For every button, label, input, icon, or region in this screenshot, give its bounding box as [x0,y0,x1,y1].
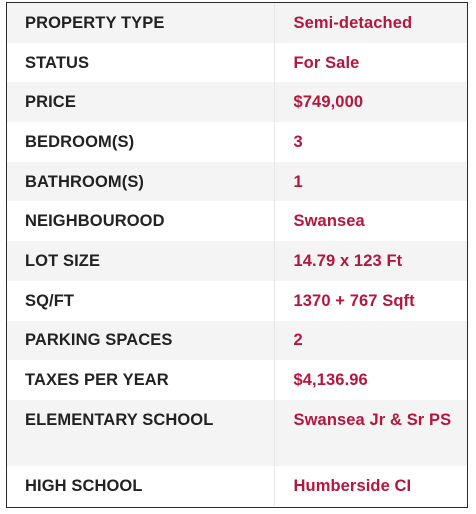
row-label: STATUS [7,42,275,83]
table-row-lot-size: LOT SIZE 14.79 x 123 Ft [7,241,467,281]
row-label: PROPERTY TYPE [7,3,275,43]
row-value: Swansea [293,212,365,231]
row-value: 14.79 x 123 Ft [293,251,403,270]
row-value: $4,136.96 [293,371,368,390]
row-label: BATHROOM(S) [7,161,275,202]
table-row-property-type: PROPERTY TYPE Semi-detached [7,3,467,43]
row-value: For Sale [293,53,360,72]
row-value: $749,000 [293,93,364,112]
row-value: 2 [293,331,303,350]
table-row-status: STATUS For Sale [7,42,467,83]
table-row-bathrooms: BATHROOM(S) 1 [7,161,467,202]
table-row-taxes: TAXES PER YEAR $4,136.96 [7,360,467,400]
row-label: BEDROOM(S) [7,122,275,162]
row-label: SQ/FT [7,280,275,321]
row-label: PRICE [7,82,275,123]
row-value: 1370 + 767 Sqft [293,291,415,310]
row-value: 1 [293,172,303,191]
row-label: TAXES PER YEAR [7,360,275,400]
row-value: Swansea Jr & Sr PS [293,410,452,429]
row-label: PARKING SPACES [7,320,275,361]
row-value: 3 [293,132,303,151]
table-row-elementary-school: ELEMENTARY SCHOOL Swansea Jr & Sr PS [7,399,467,466]
row-label: HIGH SCHOOL [7,465,275,506]
table-row-neighbourhood: NEIGHBOUROOD Swansea [7,201,467,242]
details-table: PROPERTY TYPE Semi-detached STATUS For S… [7,3,467,506]
property-details-table: PROPERTY TYPE Semi-detached STATUS For S… [6,2,468,508]
table-row-high-school: HIGH SCHOOL Humberside CI [7,465,467,506]
row-value: Humberside CI [293,476,412,495]
row-label: NEIGHBOUROOD [7,201,275,242]
row-label: ELEMENTARY SCHOOL [7,399,275,466]
row-value: Semi-detached [293,13,413,32]
table-row-price: PRICE $749,000 [7,82,467,123]
table-row-sqft: SQ/FT 1370 + 767 Sqft [7,280,467,321]
table-row-bedrooms: BEDROOM(S) 3 [7,122,467,162]
table-row-parking-spaces: PARKING SPACES 2 [7,320,467,361]
row-label: LOT SIZE [7,241,275,281]
